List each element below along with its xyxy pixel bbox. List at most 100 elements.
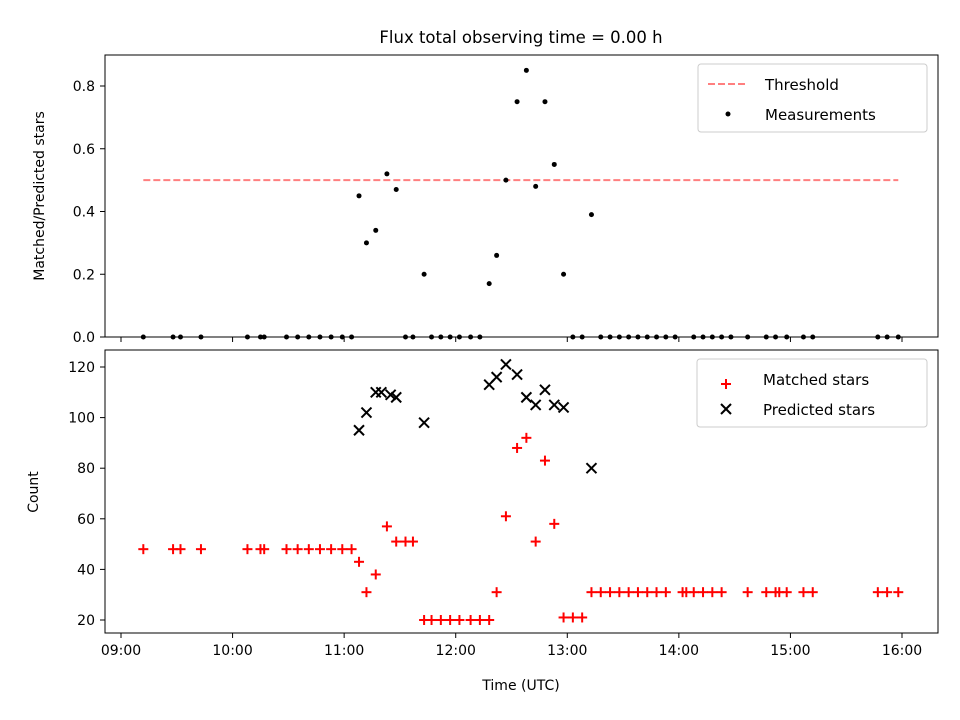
matched-stars-point: [595, 587, 606, 598]
measurements-point: [384, 171, 390, 177]
matched-stars-point: [465, 615, 476, 625]
measurements-point: [561, 271, 567, 277]
bottom-y-axis-label: Count: [26, 471, 42, 513]
matched-stars-point: [521, 432, 532, 443]
matched-stars-point: [326, 544, 337, 555]
x-tick-label: 15:00: [770, 643, 810, 659]
measurements-point: [551, 161, 557, 167]
bottom-y-tick-label: 20: [77, 613, 95, 629]
matched-stars-point: [484, 615, 495, 625]
matched-stars-point: [798, 587, 809, 598]
top-y-tick-label: 0.6: [73, 142, 95, 158]
matched-stars-point: [175, 544, 186, 555]
top-legend-box: [697, 63, 928, 133]
bottom-y-tick-label: 80: [77, 461, 95, 477]
matched-stars-point: [354, 556, 365, 567]
bottom-legend-box: [696, 358, 928, 428]
predicted-stars-point: [539, 384, 551, 396]
matched-stars-point: [454, 615, 465, 625]
matched-stars-point: [882, 587, 893, 598]
predicted-stars-point: [500, 358, 512, 371]
x-tick-label: 12:00: [436, 643, 476, 659]
matched-stars-point: [577, 612, 588, 623]
x-tick-label: 14:00: [659, 643, 699, 659]
matched-stars-point: [660, 587, 671, 598]
matched-legend-label: Matched stars: [763, 371, 869, 389]
matched-stars-point: [558, 612, 569, 623]
matched-stars-point: [586, 587, 597, 598]
predicted-stars-point: [418, 416, 430, 429]
bottom-y-tick-label: 100: [68, 411, 95, 427]
top-legend: Threshold Measurements: [697, 63, 928, 133]
measurements-point: [486, 281, 492, 287]
matched-stars-point: [391, 536, 402, 547]
predicted-stars-point: [548, 399, 560, 411]
predicted-stars-point: [511, 368, 523, 381]
matched-stars-point: [707, 587, 718, 598]
matched-stars-point: [761, 587, 772, 598]
matched-stars-point: [337, 544, 348, 555]
x-tick-label: 10:00: [212, 643, 252, 659]
matched-stars-point: [407, 536, 418, 547]
matched-stars-point: [435, 615, 446, 625]
matched-stars-point: [781, 587, 792, 598]
matched-stars-point: [381, 521, 392, 532]
matched-stars-point: [530, 536, 541, 547]
predicted-stars-point: [384, 389, 397, 401]
matched-stars-point: [623, 587, 634, 598]
matched-stars-point: [642, 587, 653, 598]
predicted-stars-point: [353, 424, 365, 436]
top-y-tick-label: 0.8: [73, 79, 95, 95]
top-y-tick-label: 0.4: [73, 205, 95, 221]
predicted-stars-point: [490, 371, 503, 383]
bottom-axes-frame: [104, 349, 939, 634]
predicted-legend-swatch: [720, 403, 732, 415]
measurements-legend-swatch: [725, 111, 731, 117]
x-tick-label: 09:00: [101, 643, 141, 659]
matched-stars-point: [716, 587, 727, 598]
bottom-y-tick-label: 120: [68, 360, 95, 376]
matched-stars-point: [195, 544, 206, 555]
matched-stars-point: [361, 587, 372, 598]
top-y-ticks: 0.0 0.2 0.4 0.6 0.8: [73, 79, 105, 346]
matched-stars-point: [314, 544, 325, 555]
matched-stars-point: [567, 612, 578, 623]
chart-title: Flux total observing time = 0.00 h: [379, 28, 662, 47]
matched-stars-point: [259, 544, 270, 555]
matched-stars-point: [242, 544, 253, 555]
matched-stars-point: [281, 544, 292, 555]
matched-stars-point: [370, 569, 381, 580]
x-tick-label: 16:00: [882, 643, 922, 659]
predicted-stars-point: [390, 391, 402, 404]
matched-stars-point: [445, 615, 456, 625]
predicted-stars-point: [557, 401, 570, 414]
matched-stars-point: [872, 587, 883, 598]
predicted-stars-point: [375, 386, 388, 399]
top-y-axis-label: Matched/Predicted stars: [32, 111, 48, 281]
bottom-y-ticks: 20 40 60 80 100 120: [68, 360, 105, 629]
bottom-plot-marks: [138, 358, 904, 625]
measurements-point: [523, 67, 529, 73]
matched-stars-point: [742, 587, 753, 598]
matched-stars-point: [512, 442, 523, 453]
predicted-stars-point: [585, 462, 598, 474]
matched-stars-point: [614, 587, 625, 598]
matched-stars-point: [698, 587, 709, 598]
measurements-point: [421, 271, 427, 277]
matched-stars-point: [474, 615, 485, 625]
bottom-y-tick-label: 60: [77, 512, 95, 528]
bottom-legend: Matched stars Predicted stars: [696, 358, 928, 428]
measurements-point: [363, 240, 369, 246]
matched-stars-point: [651, 587, 662, 598]
predicted-legend-label: Predicted stars: [763, 401, 875, 419]
matched-stars-point: [500, 511, 511, 522]
measurements-point: [356, 193, 362, 199]
matched-stars-point: [303, 544, 314, 555]
top-axes-frame: [104, 54, 939, 338]
matched-stars-point: [539, 455, 550, 466]
measurements-point: [503, 177, 509, 183]
predicted-stars-point: [520, 391, 533, 404]
top-y-tick-label: 0.2: [73, 267, 95, 283]
bottom-y-tick-label: 40: [77, 562, 95, 578]
